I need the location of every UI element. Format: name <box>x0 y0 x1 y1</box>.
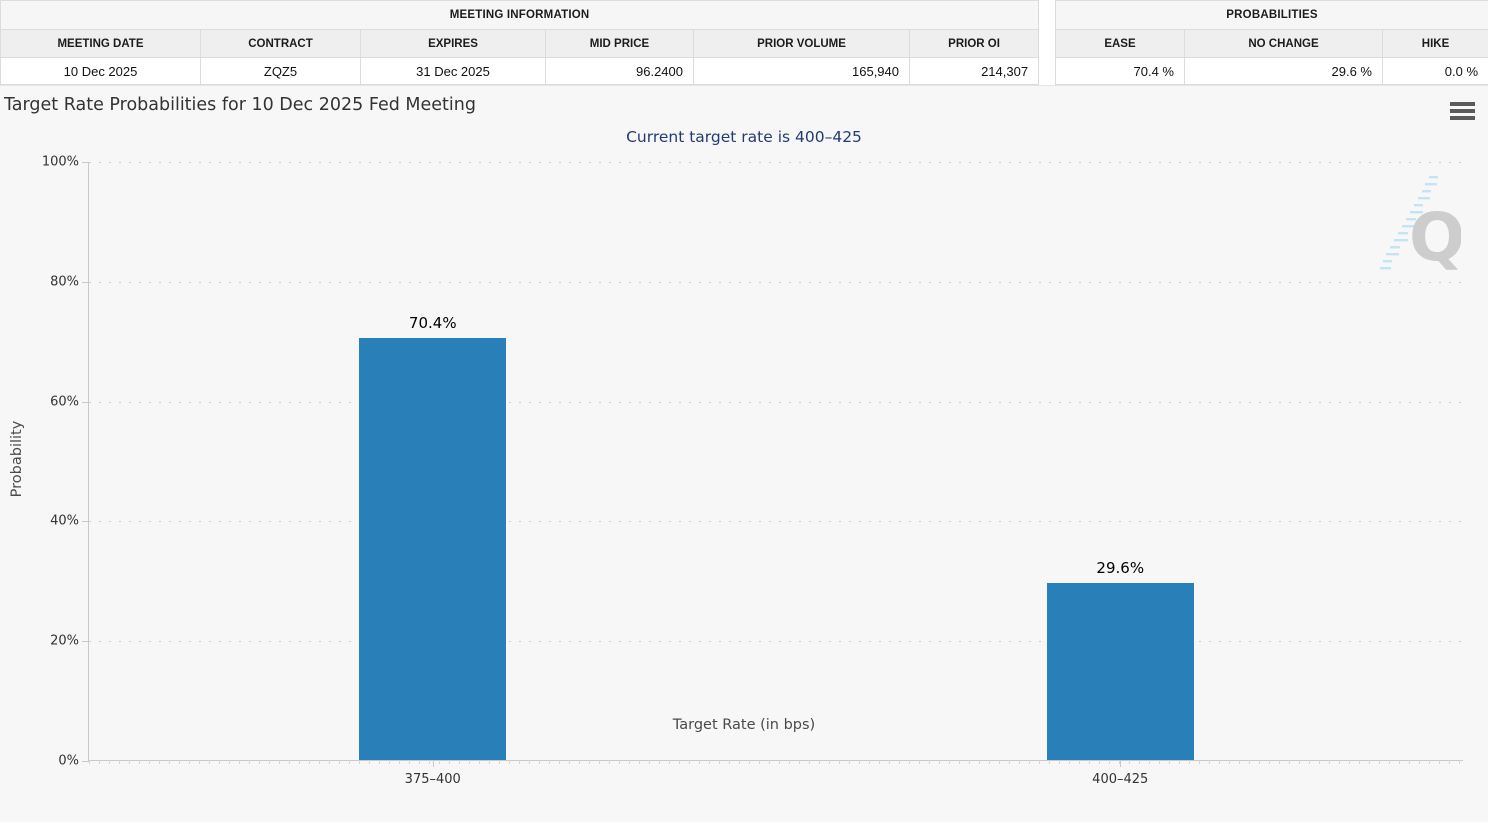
col-ease: EASE <box>1055 29 1185 58</box>
y-axis-tick <box>82 402 89 403</box>
contract-value: ZQZ5 <box>200 57 361 85</box>
x-axis-label: 400–425 <box>1092 772 1149 787</box>
y-axis-label: 0% <box>58 753 79 769</box>
hamburger-bar <box>1450 116 1475 120</box>
x-axis-title: Target Rate (in bps) <box>672 717 816 733</box>
mid-price-value: 96.2400 <box>545 57 694 85</box>
header-tables-strip: MEETING INFORMATION MEETING DATE CONTRAC… <box>0 0 1488 86</box>
probability-bar[interactable] <box>359 338 507 760</box>
fedwatch-chart: Target Rate Probabilities for 10 Dec 202… <box>0 86 1488 822</box>
y-axis-label: 80% <box>50 274 79 290</box>
y-axis-label: 100% <box>41 154 79 170</box>
bar-value-label: 70.4% <box>408 314 457 332</box>
probabilities-table: PROBABILITIES EASE NO CHANGE HIKE 70.4 %… <box>1054 0 1488 85</box>
y-axis-tick <box>82 282 89 283</box>
col-hike: HIKE <box>1381 29 1488 58</box>
col-contract: CONTRACT <box>200 29 361 58</box>
probabilities-title: PROBABILITIES <box>1054 0 1488 30</box>
hamburger-bar <box>1450 102 1475 106</box>
x-axis-minor-ticks <box>89 760 1463 764</box>
col-mid-price: MID PRICE <box>545 29 694 58</box>
bar-value-label: 29.6% <box>1096 559 1145 577</box>
prior-oi-value: 214,307 <box>908 57 1040 85</box>
y-axis-tick <box>82 521 89 522</box>
x-axis-label: 375–400 <box>404 772 461 787</box>
meeting-information-row: 10 Dec 2025 ZQZ5 31 Dec 2025 96.2400 165… <box>0 57 1040 85</box>
svg-text:Q: Q <box>1409 199 1461 276</box>
y-axis-label: 20% <box>50 633 79 649</box>
meeting-information-table: MEETING INFORMATION MEETING DATE CONTRAC… <box>0 0 1040 85</box>
y-gridline <box>89 402 1463 403</box>
y-gridline <box>89 641 1463 642</box>
y-axis-label: 40% <box>50 513 79 529</box>
chart-subtitle: Current target rate is 400–425 <box>626 128 862 146</box>
y-axis-tick <box>82 641 89 642</box>
col-prior-volume: PRIOR VOLUME <box>693 29 910 58</box>
x-axis-category-tick <box>432 761 434 767</box>
y-axis-tick <box>82 761 89 762</box>
plot-area: Q 0% 20% 40% 60% 80% 100% 70.4% 375–400 29.6% 400… <box>42 155 1463 787</box>
y-gridline <box>89 162 1463 163</box>
y-axis-tick <box>82 162 89 163</box>
chart-title: Target Rate Probabilities for 10 Dec 202… <box>4 95 476 115</box>
hamburger-bar <box>1450 109 1475 113</box>
y-gridline <box>89 282 1463 283</box>
hike-value: 0.0 % <box>1381 57 1488 85</box>
meeting-information-title: MEETING INFORMATION <box>0 0 1040 30</box>
col-meeting-date: MEETING DATE <box>0 29 201 58</box>
col-no-change: NO CHANGE <box>1184 29 1383 58</box>
y-axis-label: 60% <box>50 394 79 410</box>
probabilities-row: 70.4 % 29.6 % 0.0 % <box>1055 57 1488 85</box>
ease-value: 70.4 % <box>1055 57 1185 85</box>
expires-value: 31 Dec 2025 <box>360 57 546 85</box>
meeting-date-value: 10 Dec 2025 <box>0 57 201 85</box>
no-change-value: 29.6 % <box>1184 57 1383 85</box>
probability-bar[interactable] <box>1046 583 1194 760</box>
chart-export-menu-icon[interactable] <box>1450 102 1475 120</box>
col-expires: EXPIRES <box>360 29 546 58</box>
y-gridline <box>89 521 1463 522</box>
quikstrike-watermark-icon: Q <box>1380 176 1461 276</box>
prior-volume-value: 165,940 <box>693 57 910 85</box>
x-axis-category-tick <box>1120 761 1122 767</box>
y-axis-title: Probability <box>9 420 25 498</box>
col-prior-oi: PRIOR OI <box>908 29 1040 58</box>
